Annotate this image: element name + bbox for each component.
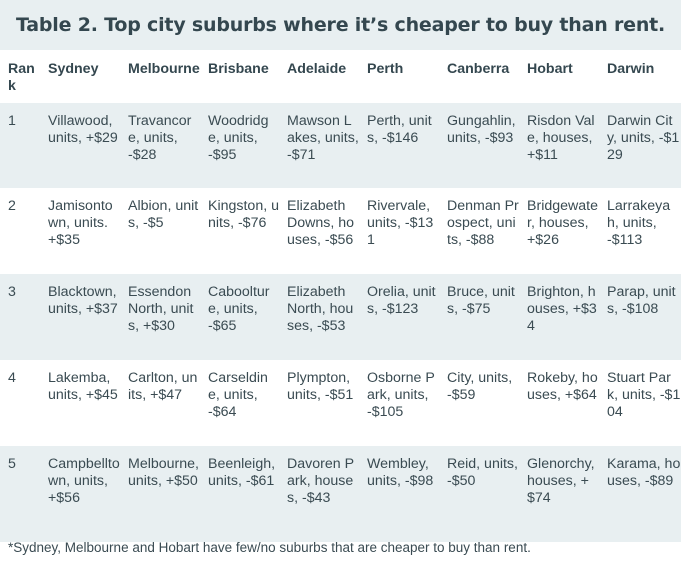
cell-sydney: Campbelltown, units, +$56 (48, 456, 120, 506)
header-melbourne: Melbourne (128, 61, 200, 77)
cell-hobart: Rokeby, houses, +$64 (527, 370, 598, 403)
cell-canberra: City, units, -$59 (447, 370, 513, 403)
cell-melbourne: Essendon North, units, +$30 (128, 284, 194, 334)
cell-adelaide: Elizabeth Downs, houses, -$56 (287, 198, 355, 248)
cell-perth: Wembley, units, -$98 (367, 456, 434, 489)
cell-sydney: Villawood, units, +$29 (48, 113, 118, 146)
suburbs-table: Rank Sydney Melbourne Brisbane Adelaide … (0, 51, 681, 542)
cell-canberra: Bruce, units, -$75 (447, 284, 515, 317)
cell-adelaide: Mawson Lakes, units, -$71 (287, 113, 359, 163)
cell-rank: 1 (8, 113, 16, 129)
cell-perth: Orelia, units, -$123 (367, 284, 436, 317)
table-row: 5 Campbelltown, units, +$56 Melbourne, u… (0, 446, 681, 542)
cell-adelaide: Plympton, units, -$51 (287, 370, 354, 403)
cell-canberra: Denman Prospect, units, -$88 (447, 198, 519, 248)
cell-sydney: Jamisontown, units. +$35 (48, 198, 113, 248)
cell-darwin: Karama, houses, -$89 (607, 456, 681, 489)
header-darwin: Darwin (607, 61, 655, 77)
cell-melbourne: Albion, units, -$5 (128, 198, 199, 231)
cell-darwin: Stuart Park, units, -$104 (607, 370, 681, 420)
cell-melbourne: Melbourne, units, +$50 (128, 456, 199, 489)
footnote: *Sydney, Melbourne and Hobart have few/n… (8, 540, 531, 555)
table-row: 4 Lakemba, units, +$45 Carlton, units, +… (0, 360, 681, 446)
table-row: 3 Blacktown, units, +$37 Essendon North,… (0, 274, 681, 360)
cell-perth: Rivervale, units, -$131 (367, 198, 434, 248)
cell-brisbane: Kingston, units, -$76 (208, 198, 279, 231)
cell-melbourne: Carlton, units, +$47 (128, 370, 198, 403)
cell-brisbane: Caboolture, units, -$65 (208, 284, 270, 334)
cell-adelaide: Elizabeth North, houses, -$53 (287, 284, 354, 334)
cell-canberra: Reid, units, -$50 (447, 456, 518, 489)
cell-rank: 4 (8, 370, 16, 386)
cell-brisbane: Woodridge, units, -$95 (208, 113, 269, 163)
header-perth: Perth (367, 61, 404, 77)
header-adelaide: Adelaide (287, 61, 347, 77)
cell-rank: 2 (8, 198, 16, 214)
cell-rank: 5 (8, 456, 16, 472)
header-rank: Rank (8, 61, 35, 94)
header-brisbane: Brisbane (208, 61, 269, 77)
cell-rank: 3 (8, 284, 16, 300)
header-row: Rank Sydney Melbourne Brisbane Adelaide … (0, 51, 681, 103)
cell-adelaide: Davoren Park, houses, -$43 (287, 456, 355, 506)
header-hobart: Hobart (527, 61, 573, 77)
header-canberra: Canberra (447, 61, 510, 77)
cell-darwin: Darwin City, units, -$129 (607, 113, 680, 163)
cell-hobart: Bridgewater, houses, +$26 (527, 198, 598, 248)
cell-perth: Perth, units, -$146 (367, 113, 432, 146)
cell-perth: Osborne Park, units, -$105 (367, 370, 435, 420)
cell-brisbane: Carseldine, units, -$64 (208, 370, 268, 420)
cell-darwin: Parap, units, -$108 (607, 284, 676, 317)
table-row: 1 Villawood, units, +$29 Travancore, uni… (0, 103, 681, 188)
cell-sydney: Blacktown, units, +$37 (48, 284, 118, 317)
cell-hobart: Brighton, houses, +$34 (527, 284, 597, 334)
cell-darwin: Larrakeyah, units, -$113 (607, 198, 671, 248)
table-row: 2 Jamisontown, units. +$35 Albion, units… (0, 188, 681, 274)
header-sydney: Sydney (48, 61, 99, 77)
cell-sydney: Lakemba, units, +$45 (48, 370, 118, 403)
cell-brisbane: Beenleigh, units, -$61 (208, 456, 276, 489)
cell-melbourne: Travancore, units, -$28 (128, 113, 192, 163)
table-title: Table 2. Top city suburbs where it’s che… (0, 0, 681, 50)
cell-canberra: Gungahlin, units, -$93 (447, 113, 516, 146)
cell-hobart: Glenorchy, houses, +$74 (527, 456, 595, 506)
cell-hobart: Risdon Vale, houses, +$11 (527, 113, 595, 163)
